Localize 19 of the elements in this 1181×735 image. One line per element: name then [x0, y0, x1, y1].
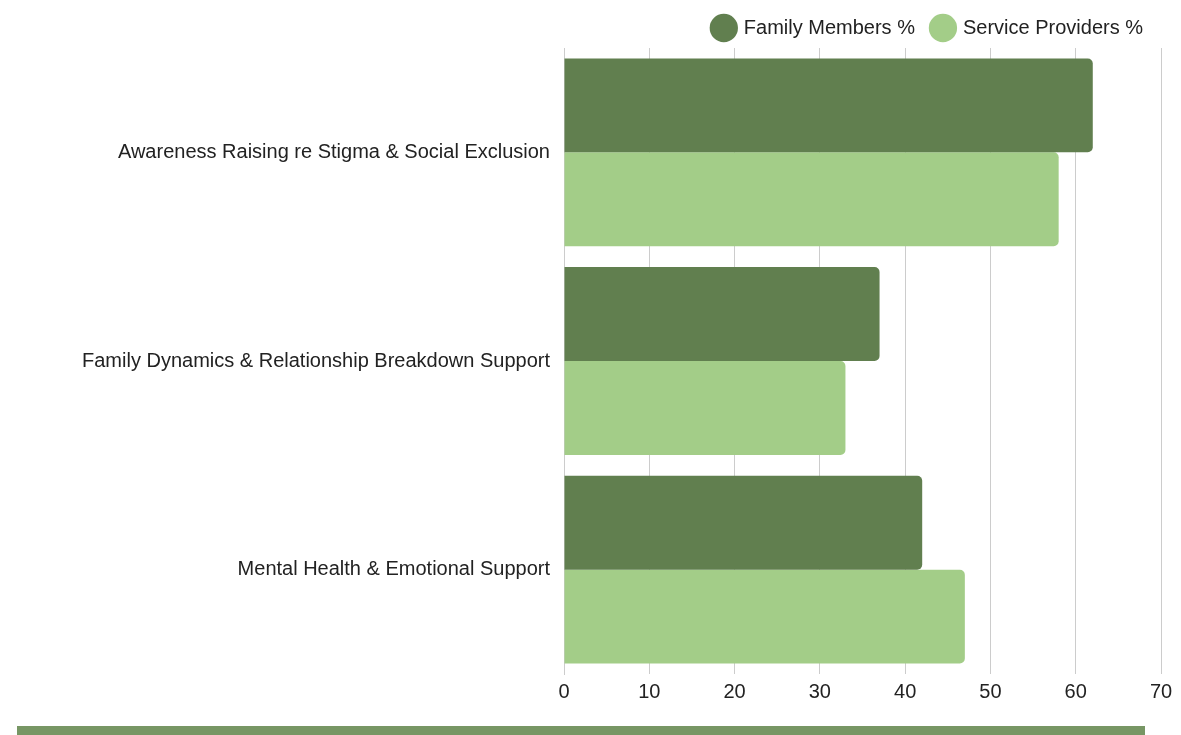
x-tick-label: 0 — [558, 679, 570, 702]
legend-label: Service Providers % — [962, 15, 1144, 38]
legend-label: Family Members % — [743, 15, 916, 38]
bar — [564, 361, 846, 455]
y-tick-label: Family Dynamics & Relationship Breakdown Support — [82, 348, 551, 371]
y-tick-label: Awareness Raising re Stigma & Social Exclusion — [117, 139, 550, 162]
x-tick-label: 30 — [808, 679, 831, 702]
x-tick-label: 10 — [638, 679, 661, 702]
x-tick-label: 70 — [1149, 679, 1173, 702]
x-tick-label: 50 — [979, 679, 1002, 702]
bar — [564, 58, 1093, 153]
bar — [564, 152, 1059, 247]
bar — [564, 475, 923, 570]
bar — [564, 267, 880, 361]
x-tick-label: 60 — [1064, 679, 1087, 702]
x-tick-label: 20 — [723, 679, 746, 702]
x-tick-label: 40 — [894, 679, 917, 702]
y-tick-label: Mental Health & Emotional Support — [237, 557, 551, 580]
bar — [564, 569, 965, 664]
